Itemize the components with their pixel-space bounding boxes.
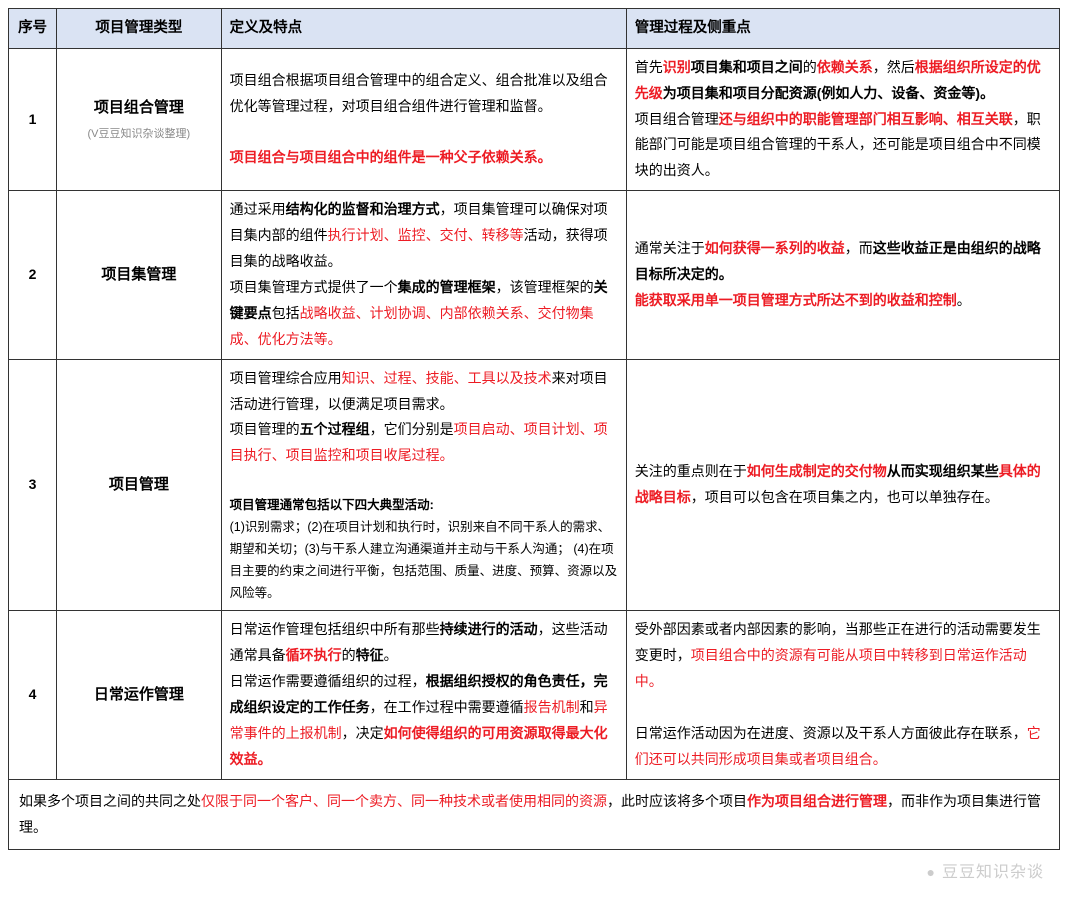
row-definition: 项目组合根据项目组合管理中的组合定义、组合批准以及组合优化等管理过程，对项目组合…: [221, 48, 626, 190]
row-type: 项目组合管理(V豆豆知识杂谈整理): [57, 48, 221, 190]
row-type: 日常运作管理: [57, 611, 221, 779]
row-definition: 通过采用结构化的监督和治理方式，项目集管理可以确保对项目集内部的组件执行计划、监…: [221, 191, 626, 359]
footer-note: 如果多个项目之间的共同之处仅限于同一个客户、同一个卖方、同一种技术或者使用相同的…: [8, 780, 1060, 850]
row-mgmt: 受外部因素或者内部因素的影响，当那些正在进行的活动需要发生变更时，项目组合中的资…: [626, 611, 1059, 779]
row-mgmt: 首先识别项目集和项目之间的依赖关系，然后根据组织所设定的优先级为项目集和项目分配…: [626, 48, 1059, 190]
row-num: 2: [9, 191, 57, 359]
th-def: 定义及特点: [221, 9, 626, 49]
table-row: 4日常运作管理日常运作管理包括组织中所有那些持续进行的活动，这些活动通常具备循环…: [9, 611, 1060, 779]
row-mgmt: 关注的重点则在于如何生成制定的交付物从而实现组织某些具体的战略目标，项目可以包含…: [626, 359, 1059, 611]
watermark: 豆豆知识杂谈: [927, 858, 1044, 882]
row-type: 项目管理: [57, 359, 221, 611]
row-mgmt: 通常关注于如何获得一系列的收益，而这些收益正是由组织的战略目标所决定的。能获取采…: [626, 191, 1059, 359]
pm-types-table: 序号 项目管理类型 定义及特点 管理过程及侧重点 1项目组合管理(V豆豆知识杂谈…: [8, 8, 1060, 780]
typical-activities: 项目管理通常包括以下四大典型活动:(1)识别需求；(2)在项目计划和执行时，识别…: [230, 495, 618, 604]
table-row: 2项目集管理通过采用结构化的监督和治理方式，项目集管理可以确保对项目集内部的组件…: [9, 191, 1060, 359]
th-num: 序号: [9, 9, 57, 49]
th-type: 项目管理类型: [57, 9, 221, 49]
row-num: 4: [9, 611, 57, 779]
table-row: 3项目管理项目管理综合应用知识、过程、技能、工具以及技术来对项目活动进行管理，以…: [9, 359, 1060, 611]
row-num: 3: [9, 359, 57, 611]
row-definition: 项目管理综合应用知识、过程、技能、工具以及技术来对项目活动进行管理，以便满足项目…: [221, 359, 626, 611]
row-num: 1: [9, 48, 57, 190]
header-row: 序号 项目管理类型 定义及特点 管理过程及侧重点: [9, 9, 1060, 49]
row-definition: 日常运作管理包括组织中所有那些持续进行的活动，这些活动通常具备循环执行的特征。日…: [221, 611, 626, 779]
row-type: 项目集管理: [57, 191, 221, 359]
table-row: 1项目组合管理(V豆豆知识杂谈整理)项目组合根据项目组合管理中的组合定义、组合批…: [9, 48, 1060, 190]
th-mgmt: 管理过程及侧重点: [626, 9, 1059, 49]
